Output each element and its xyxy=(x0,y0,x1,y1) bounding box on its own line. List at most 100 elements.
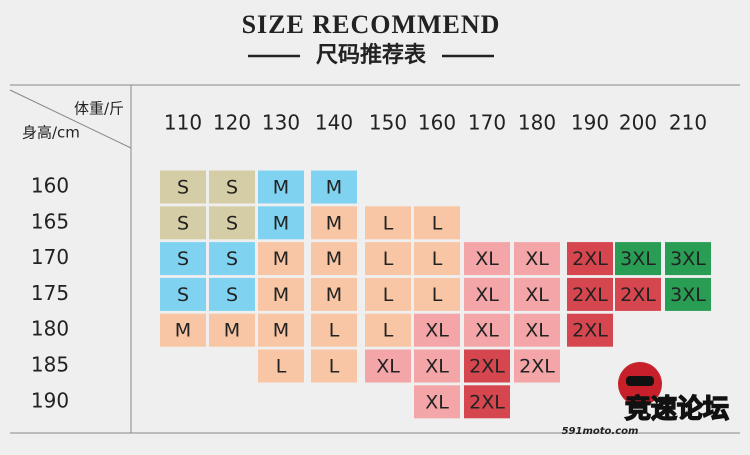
size-cell xyxy=(365,277,411,311)
column-header: 130 xyxy=(262,111,300,135)
row-header: 170 xyxy=(31,245,69,269)
size-cell xyxy=(464,313,510,347)
column-header: 200 xyxy=(619,111,657,135)
size-label: M xyxy=(175,320,191,342)
size-label: L xyxy=(383,320,394,342)
size-cell xyxy=(567,277,613,311)
size-label: M xyxy=(326,248,342,270)
corner-weight: 体重/斤 xyxy=(74,100,124,118)
size-cell xyxy=(365,206,411,240)
row-header: 165 xyxy=(31,209,69,233)
watermark-site: 591moto.com xyxy=(562,426,639,437)
size-label: S xyxy=(226,177,238,199)
size-label: L xyxy=(383,212,394,234)
size-cell xyxy=(311,170,357,204)
size-label: M xyxy=(273,177,289,199)
size-cell xyxy=(414,349,460,383)
size-cell xyxy=(258,313,304,347)
size-label: M xyxy=(326,284,342,306)
row-header: 160 xyxy=(31,174,69,198)
size-label: 3XL xyxy=(620,248,656,270)
size-cell xyxy=(160,277,206,311)
size-cell xyxy=(160,206,206,240)
size-cell xyxy=(414,277,460,311)
size-label: S xyxy=(226,284,238,306)
size-label: L xyxy=(432,284,443,306)
size-label: L xyxy=(432,248,443,270)
size-label: 3XL xyxy=(670,284,706,306)
row-header: 175 xyxy=(31,281,69,305)
size-cell xyxy=(160,242,206,276)
size-label: S xyxy=(177,284,189,306)
size-label: 2XL xyxy=(572,284,608,306)
title: SIZE RECOMMEND xyxy=(242,10,501,39)
size-label: XL xyxy=(475,284,499,306)
subtitle: 尺码推荐表 xyxy=(316,42,427,68)
size-cell xyxy=(514,242,560,276)
size-label: 2XL xyxy=(572,248,608,270)
row-header: 180 xyxy=(31,317,69,341)
size-cell xyxy=(365,313,411,347)
size-label: M xyxy=(273,284,289,306)
size-label: L xyxy=(383,248,394,270)
size-cell xyxy=(311,206,357,240)
size-cell xyxy=(414,242,460,276)
size-label: XL xyxy=(425,391,449,413)
size-cell xyxy=(514,313,560,347)
column-header: 170 xyxy=(468,111,506,135)
column-header: 140 xyxy=(315,111,353,135)
size-label: S xyxy=(226,248,238,270)
size-cell xyxy=(464,385,510,419)
size-label: XL xyxy=(425,320,449,342)
size-cell xyxy=(209,313,255,347)
size-cell xyxy=(514,277,560,311)
size-label: S xyxy=(226,212,238,234)
size-cell xyxy=(365,349,411,383)
size-cell xyxy=(514,349,560,383)
size-label: S xyxy=(177,248,189,270)
size-label: XL xyxy=(376,356,400,378)
size-cell xyxy=(258,349,304,383)
size-label: M xyxy=(326,212,342,234)
size-cell xyxy=(365,242,411,276)
size-label: L xyxy=(329,356,340,378)
size-label: M xyxy=(224,320,240,342)
column-header: 210 xyxy=(669,111,707,135)
size-cell xyxy=(615,242,661,276)
column-header: 120 xyxy=(213,111,251,135)
size-label: XL xyxy=(525,320,549,342)
size-cell xyxy=(464,242,510,276)
size-cell xyxy=(464,277,510,311)
row-header: 190 xyxy=(31,388,69,412)
size-cell xyxy=(160,313,206,347)
size-label: 2XL xyxy=(572,320,608,342)
size-label: L xyxy=(383,284,394,306)
size-cell xyxy=(311,313,357,347)
size-label: 2XL xyxy=(469,391,505,413)
size-label: M xyxy=(273,320,289,342)
size-label: M xyxy=(273,212,289,234)
size-cell xyxy=(567,242,613,276)
size-cell xyxy=(615,277,661,311)
size-label: L xyxy=(432,212,443,234)
corner-diagonal xyxy=(9,89,132,149)
watermark-icon xyxy=(626,376,654,386)
corner-height: 身高/cm xyxy=(22,124,80,142)
size-label: L xyxy=(276,356,287,378)
row-header: 185 xyxy=(31,353,69,377)
size-cell xyxy=(665,242,711,276)
size-cell xyxy=(160,170,206,204)
size-cell xyxy=(258,206,304,240)
size-cell xyxy=(209,170,255,204)
size-label: XL xyxy=(475,320,499,342)
column-header: 180 xyxy=(518,111,556,135)
size-label: 2XL xyxy=(519,356,555,378)
size-label: M xyxy=(326,177,342,199)
watermark-name: 竞速论坛 xyxy=(625,394,729,425)
size-cell xyxy=(567,313,613,347)
size-label: M xyxy=(273,248,289,270)
size-cell xyxy=(464,349,510,383)
size-cell xyxy=(665,277,711,311)
